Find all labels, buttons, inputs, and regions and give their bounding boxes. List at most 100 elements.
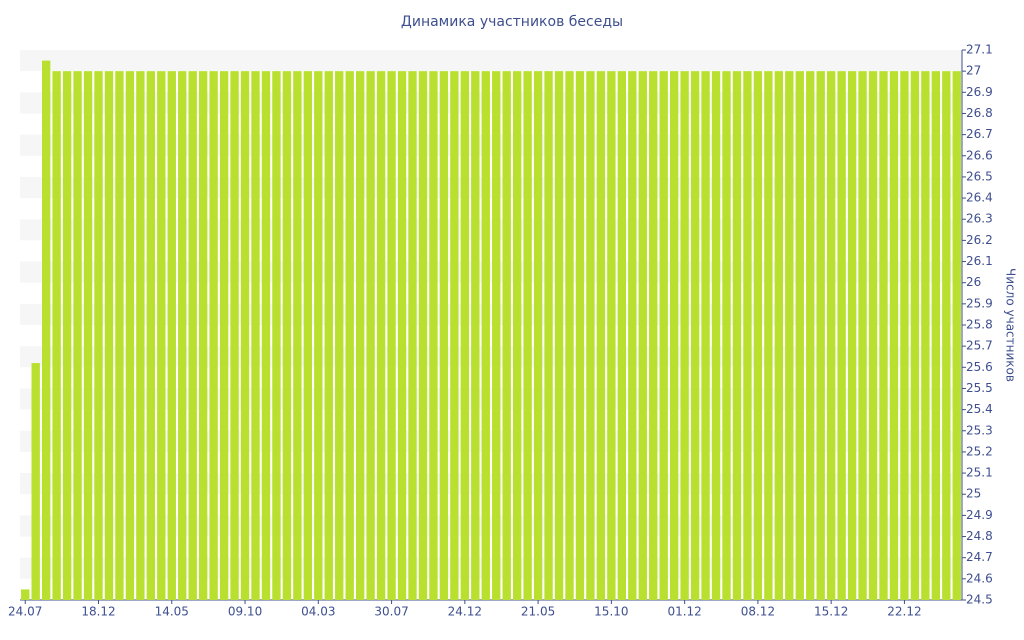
- y-tick-label: 26.8: [966, 106, 993, 120]
- bar: [774, 71, 784, 600]
- bar: [533, 71, 543, 600]
- bar: [460, 71, 470, 600]
- x-tick-label: 15.12: [814, 605, 848, 619]
- bar: [743, 71, 752, 600]
- bar: [649, 71, 658, 600]
- y-tick-label: 25.5: [966, 381, 993, 395]
- y-tick-label: 25.3: [966, 423, 993, 437]
- x-tick-label: 01.12: [667, 605, 701, 619]
- grid-band: [20, 50, 962, 72]
- y-tick-label: 25.9: [966, 296, 993, 310]
- bar: [261, 71, 271, 600]
- bar: [303, 71, 313, 600]
- bar: [795, 71, 804, 600]
- y-tick-label: 26.7: [966, 127, 993, 141]
- bar: [565, 71, 574, 600]
- bar: [345, 71, 354, 600]
- bar: [753, 71, 763, 600]
- bar: [115, 71, 124, 600]
- y-tick-label: 24.9: [966, 508, 993, 522]
- bar: [219, 71, 229, 600]
- y-tick-label: 27: [966, 64, 981, 78]
- bar: [701, 71, 710, 600]
- bar: [240, 71, 250, 600]
- chart-title: Динамика участников беседы: [401, 14, 623, 30]
- bar: [931, 71, 941, 600]
- bar: [732, 71, 742, 600]
- bar: [146, 71, 156, 600]
- bar: [826, 71, 836, 600]
- bar: [429, 71, 438, 600]
- y-tick-label: 26.5: [966, 169, 993, 183]
- bar: [41, 60, 51, 601]
- bar: [617, 71, 627, 600]
- x-tick-label: 22.12: [887, 605, 921, 619]
- y-tick-label: 26.2: [966, 233, 993, 247]
- bar: [523, 71, 532, 600]
- bar: [659, 71, 668, 600]
- bar: [52, 71, 61, 600]
- bar: [21, 589, 30, 600]
- bar: [638, 71, 647, 600]
- bar: [73, 71, 82, 600]
- bar: [554, 71, 564, 600]
- y-tick-label: 27.1: [966, 43, 993, 57]
- bar: [157, 71, 166, 600]
- bar: [397, 71, 407, 600]
- bar: [889, 71, 899, 600]
- bar: [868, 71, 878, 600]
- bar: [31, 363, 40, 600]
- y-tick-label: 26: [966, 275, 981, 289]
- bar: [690, 71, 700, 600]
- x-tick-label: 24.07: [8, 605, 42, 619]
- bar: [94, 71, 103, 600]
- bar: [722, 71, 731, 600]
- x-tick-label: 21.05: [521, 605, 555, 619]
- bar: [408, 71, 417, 600]
- bar: [324, 71, 333, 600]
- bar: [439, 71, 449, 600]
- bar: [481, 71, 490, 600]
- bar: [512, 71, 522, 600]
- bar: [178, 71, 187, 600]
- bar: [230, 71, 239, 600]
- bar: [167, 71, 176, 600]
- y-tick-label: 24.6: [966, 571, 993, 585]
- bar: [198, 71, 208, 600]
- bar: [355, 71, 365, 600]
- bar: [847, 71, 857, 600]
- y-tick-label: 26.6: [966, 148, 993, 162]
- y-tick-label: 25.2: [966, 444, 993, 458]
- bar: [669, 71, 679, 600]
- bar: [544, 71, 553, 600]
- x-tick-label: 15.10: [594, 605, 628, 619]
- bar: [125, 71, 135, 600]
- bar: [628, 71, 637, 600]
- bar: [376, 71, 386, 600]
- y-tick-label: 24.7: [966, 550, 993, 564]
- bar: [387, 71, 396, 600]
- bar: [136, 71, 145, 600]
- bar: [879, 71, 888, 600]
- bar: [366, 71, 375, 600]
- y-axis-label: Число участников: [1004, 268, 1018, 382]
- x-tick-label: 04.03: [301, 605, 335, 619]
- bar: [942, 71, 951, 600]
- bar: [910, 71, 920, 600]
- bar: [952, 71, 961, 600]
- y-tick-label: 25.1: [966, 466, 993, 480]
- bar: [586, 71, 595, 600]
- bar: [471, 71, 480, 600]
- bar: [502, 71, 511, 600]
- bar: [711, 71, 721, 600]
- y-tick-label: 24.5: [966, 593, 993, 607]
- x-tick-label: 08.12: [741, 605, 775, 619]
- x-tick-label: 09.10: [228, 605, 262, 619]
- bar: [83, 71, 93, 600]
- bar: [450, 71, 459, 600]
- y-tick-label: 25.4: [966, 402, 993, 416]
- y-tick-label: 25.6: [966, 360, 993, 374]
- y-tick-label: 26.1: [966, 254, 993, 268]
- bar: [282, 71, 292, 600]
